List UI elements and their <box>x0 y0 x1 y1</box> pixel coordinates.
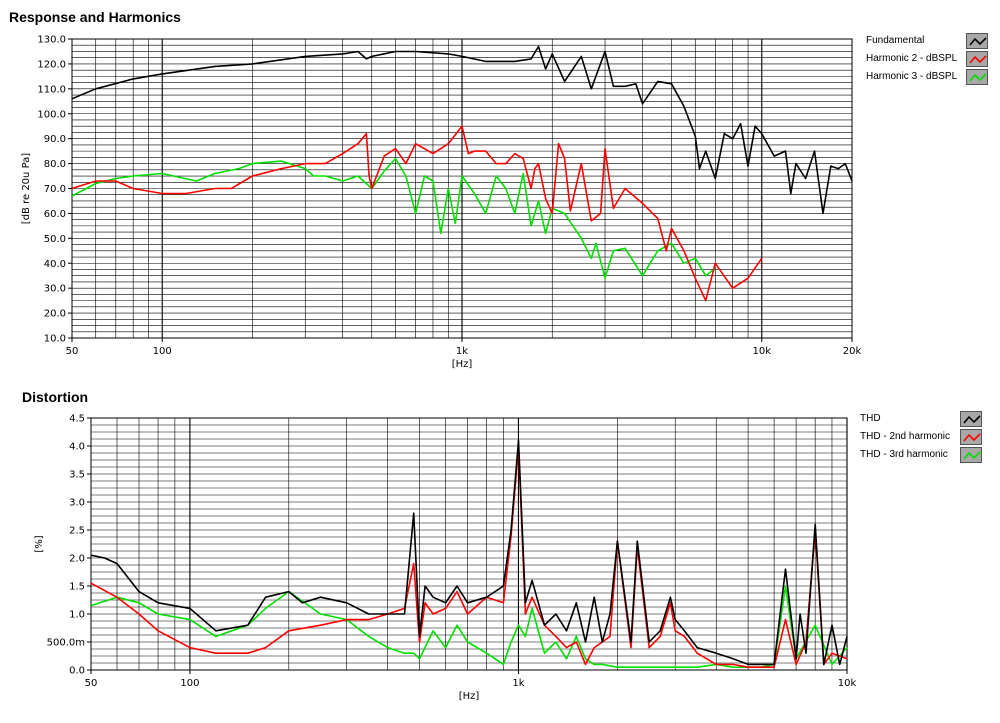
y-tick-label: 60.0 <box>44 209 66 220</box>
y-tick-label: 2.0 <box>69 554 85 565</box>
x-tick-label: 100 <box>180 678 199 689</box>
x-tick-label: 1k <box>456 346 468 357</box>
legend-item[interactable]: THD <box>860 411 1000 429</box>
legend-label: Harmonic 2 - dBSPL <box>866 53 958 64</box>
x-tick-label: 1k <box>512 678 524 689</box>
series-group <box>90 439 848 669</box>
x-axis: 50 100 1k 10k <box>85 670 857 689</box>
y-tick-label: 130.0 <box>37 35 66 46</box>
x-tick-label: 10k <box>753 346 772 357</box>
y-axis-label: [%] <box>34 535 45 552</box>
y-tick-label: 50.0 <box>44 234 66 245</box>
y-tick-label: 4.0 <box>69 442 85 453</box>
grid <box>90 417 848 671</box>
legend-label: THD - 3rd harmonic <box>860 449 948 460</box>
legend-swatch-icon <box>960 447 982 463</box>
legend-line-icon <box>963 451 981 460</box>
y-tick-label: 10.0 <box>44 334 66 345</box>
y-tick-label: 70.0 <box>44 184 66 195</box>
series-line-thd-2nd-harmonic <box>90 445 848 669</box>
x-tick-label: 10k <box>838 678 857 689</box>
x-axis-label: [Hz] <box>459 691 480 702</box>
x-tick-label: 50 <box>85 678 98 689</box>
y-tick-label: 3.0 <box>69 498 85 509</box>
series-line-harmonic-2-dbspl <box>71 125 763 302</box>
y-tick-label: 2.5 <box>69 526 85 537</box>
x-tick-label: 50 <box>66 346 79 357</box>
y-tick-label: 3.5 <box>69 470 85 481</box>
series-line-harmonic-3-dbspl <box>71 157 716 280</box>
legend-distortion: THD THD - 2nd harmonic THD - 3rd harmonic <box>860 411 996 471</box>
legend-line-icon <box>969 37 987 46</box>
legend-item[interactable]: Harmonic 3 - dBSPL <box>866 69 1000 87</box>
y-tick-label: 30.0 <box>44 284 66 295</box>
series-line-thd <box>90 439 848 666</box>
distortion-chart: 0.0 500.0m 1.0 1.5 2.0 2.5 3.0 3.5 4.0 4.5 50 100 1k… <box>34 414 857 703</box>
response-chart: 10.0 20.0 30.0 40.0 50.0 60.0 70.0 80.0 90.0 100.… <box>21 35 862 371</box>
y-tick-label: 500.0m <box>47 638 85 649</box>
y-tick-label: 4.5 <box>69 414 85 425</box>
y-tick-label: 20.0 <box>44 309 66 320</box>
legend-swatch-icon <box>960 411 982 427</box>
legend-item[interactable]: Fundamental <box>866 33 1000 51</box>
legend-label: THD <box>860 413 881 424</box>
y-tick-label: 110.0 <box>37 84 66 95</box>
x-tick-label: 100 <box>153 346 172 357</box>
legend-item[interactable]: THD - 2nd harmonic <box>860 429 1000 447</box>
y-tick-label: 0.0 <box>69 666 85 677</box>
legend-line-icon <box>969 55 987 64</box>
y-axis: 0.0 500.0m 1.0 1.5 2.0 2.5 3.0 3.5 4.0 4.5 <box>47 414 91 677</box>
legend-swatch-icon <box>960 429 982 445</box>
y-tick-label: 1.5 <box>69 582 85 593</box>
legend-response: Fundamental Harmonic 2 - dBSPL Harmonic 3 … <box>866 33 996 93</box>
legend-item[interactable]: THD - 3rd harmonic <box>860 447 1000 465</box>
series-line-fundamental <box>71 45 853 215</box>
y-tick-label: 40.0 <box>44 259 66 270</box>
x-tick-label: 20k <box>843 346 862 357</box>
y-tick-label: 80.0 <box>44 159 66 170</box>
legend-item[interactable]: Harmonic 2 - dBSPL <box>866 51 1000 69</box>
chart-title-distortion: Distortion <box>22 389 89 405</box>
legend-label: THD - 2nd harmonic <box>860 431 951 442</box>
y-axis: 10.0 20.0 30.0 40.0 50.0 60.0 70.0 80.0 90.0 100.… <box>37 35 72 345</box>
series-line-thd-3rd-harmonic <box>90 585 848 669</box>
y-tick-label: 90.0 <box>44 134 66 145</box>
legend-label: Harmonic 3 - dBSPL <box>866 71 958 82</box>
grid <box>71 38 853 339</box>
legend-swatch-icon <box>966 51 988 67</box>
y-tick-label: 120.0 <box>37 59 66 70</box>
legend-swatch-icon <box>966 69 988 85</box>
y-tick-label: 100.0 <box>37 109 66 120</box>
series-group <box>71 45 853 302</box>
y-tick-label: 1.0 <box>69 610 85 621</box>
legend-swatch-icon <box>966 33 988 49</box>
x-axis-label: [Hz] <box>452 359 473 370</box>
legend-label: Fundamental <box>866 35 925 46</box>
legend-line-icon <box>963 433 981 442</box>
legend-line-icon <box>969 73 987 82</box>
y-axis-label: [dB re 20u Pa] <box>21 153 32 224</box>
chart-title-response: Response and Harmonics <box>9 9 181 25</box>
x-axis: 50 100 1k 10k 20k <box>66 338 862 357</box>
legend-line-icon <box>963 415 981 424</box>
